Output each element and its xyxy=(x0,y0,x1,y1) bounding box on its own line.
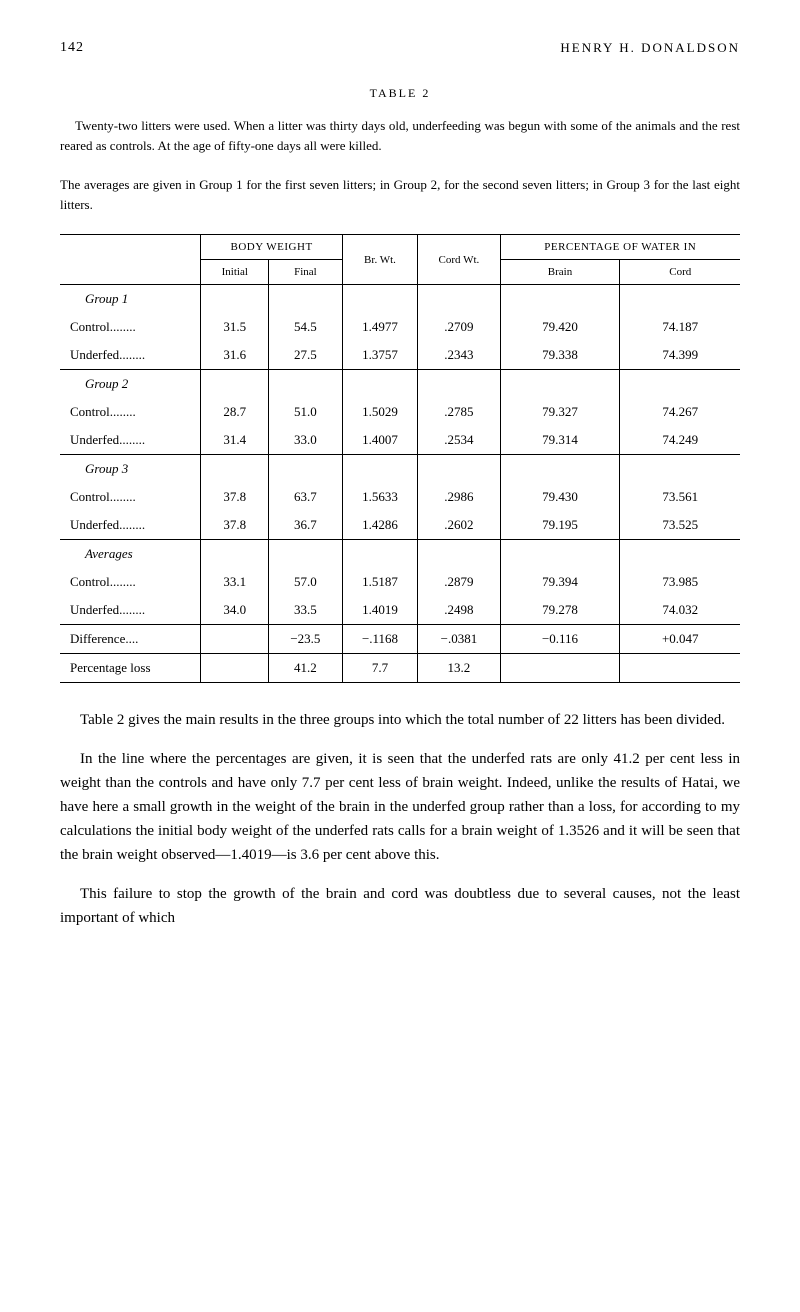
data-table: BODY WEIGHT Br. Wt. Cord Wt. PERCENTAGE … xyxy=(60,234,740,683)
body-paragraph-3: This failure to stop the growth of the b… xyxy=(60,882,740,930)
cell-cord: 74.267 xyxy=(620,398,740,426)
cell: −.0381 xyxy=(418,625,500,654)
cell xyxy=(620,654,740,683)
cell-brain: 79.278 xyxy=(500,596,620,625)
header-body-weight: BODY WEIGHT xyxy=(201,235,342,260)
cell-br-wt: 1.5029 xyxy=(342,398,418,426)
cell-initial: 31.5 xyxy=(201,313,269,341)
cell-final: 27.5 xyxy=(269,341,343,370)
body-paragraph-1: Table 2 gives the main results in the th… xyxy=(60,708,740,732)
row-label: Control........ xyxy=(60,483,201,511)
row-label: Underfed........ xyxy=(60,426,201,455)
group-name: Group 2 xyxy=(60,370,201,399)
cell-final: 63.7 xyxy=(269,483,343,511)
table-description-1: Twenty-two litters were used. When a lit… xyxy=(60,116,740,155)
cell: +0.047 xyxy=(620,625,740,654)
percentage-loss-label: Percentage loss xyxy=(60,654,201,683)
cell-cord-wt: .2534 xyxy=(418,426,500,455)
cell-cord: 73.561 xyxy=(620,483,740,511)
cell-br-wt: 1.4007 xyxy=(342,426,418,455)
page-number: 142 xyxy=(60,40,84,56)
cell-cord: 74.187 xyxy=(620,313,740,341)
cell-initial: 33.1 xyxy=(201,568,269,596)
group-name: Averages xyxy=(60,540,201,569)
cell-br-wt: 1.5633 xyxy=(342,483,418,511)
cell-initial: 34.0 xyxy=(201,596,269,625)
cell-br-wt: 1.4019 xyxy=(342,596,418,625)
table-label: TABLE 2 xyxy=(60,86,740,101)
page-header: 142 HENRY H. DONALDSON xyxy=(60,40,740,56)
row-label: Control........ xyxy=(60,313,201,341)
cell xyxy=(201,625,269,654)
header-percentage: PERCENTAGE OF WATER IN xyxy=(500,235,740,260)
cell-cord-wt: .2602 xyxy=(418,511,500,540)
cell-brain: 79.338 xyxy=(500,341,620,370)
cell-cord-wt: .2986 xyxy=(418,483,500,511)
group-name: Group 3 xyxy=(60,455,201,484)
cell-cord-wt: .2709 xyxy=(418,313,500,341)
cell-cord-wt: .2879 xyxy=(418,568,500,596)
header-initial: Initial xyxy=(201,260,269,285)
header-final: Final xyxy=(269,260,343,285)
cell-brain: 79.327 xyxy=(500,398,620,426)
cell-br-wt: 1.4977 xyxy=(342,313,418,341)
cell: −.1168 xyxy=(342,625,418,654)
cell-brain: 79.314 xyxy=(500,426,620,455)
cell-initial: 37.8 xyxy=(201,511,269,540)
row-label: Underfed........ xyxy=(60,341,201,370)
cell: 41.2 xyxy=(269,654,343,683)
cell-br-wt: 1.5187 xyxy=(342,568,418,596)
cell-initial: 37.8 xyxy=(201,483,269,511)
group-name: Group 1 xyxy=(60,285,201,314)
cell-final: 33.5 xyxy=(269,596,343,625)
cell-cord-wt: .2343 xyxy=(418,341,500,370)
cell: −0.116 xyxy=(500,625,620,654)
cell-final: 57.0 xyxy=(269,568,343,596)
row-label: Underfed........ xyxy=(60,511,201,540)
cell-final: 33.0 xyxy=(269,426,343,455)
header-br-wt: Br. Wt. xyxy=(342,235,418,285)
cell: 13.2 xyxy=(418,654,500,683)
cell-cord: 74.399 xyxy=(620,341,740,370)
cell xyxy=(500,654,620,683)
cell-brain: 79.394 xyxy=(500,568,620,596)
row-label: Underfed........ xyxy=(60,596,201,625)
cell-br-wt: 1.3757 xyxy=(342,341,418,370)
difference-label: Difference.... xyxy=(60,625,201,654)
cell xyxy=(201,654,269,683)
cell-initial: 31.4 xyxy=(201,426,269,455)
cell-cord: 74.249 xyxy=(620,426,740,455)
header-brain: Brain xyxy=(500,260,620,285)
cell-final: 51.0 xyxy=(269,398,343,426)
cell-initial: 28.7 xyxy=(201,398,269,426)
cell-br-wt: 1.4286 xyxy=(342,511,418,540)
row-label: Control........ xyxy=(60,568,201,596)
cell-cord: 74.032 xyxy=(620,596,740,625)
header-cord: Cord xyxy=(620,260,740,285)
table-description-2: The averages are given in Group 1 for th… xyxy=(60,175,740,214)
cell-brain: 79.420 xyxy=(500,313,620,341)
row-label: Control........ xyxy=(60,398,201,426)
cell-cord-wt: .2498 xyxy=(418,596,500,625)
body-paragraph-2: In the line where the percentages are gi… xyxy=(60,747,740,867)
cell: 7.7 xyxy=(342,654,418,683)
header-cord-wt: Cord Wt. xyxy=(418,235,500,285)
cell-final: 54.5 xyxy=(269,313,343,341)
cell-cord: 73.525 xyxy=(620,511,740,540)
author-name: HENRY H. DONALDSON xyxy=(560,40,740,56)
cell: −23.5 xyxy=(269,625,343,654)
cell-brain: 79.195 xyxy=(500,511,620,540)
cell-brain: 79.430 xyxy=(500,483,620,511)
cell-initial: 31.6 xyxy=(201,341,269,370)
cell-cord-wt: .2785 xyxy=(418,398,500,426)
cell-final: 36.7 xyxy=(269,511,343,540)
cell-cord: 73.985 xyxy=(620,568,740,596)
